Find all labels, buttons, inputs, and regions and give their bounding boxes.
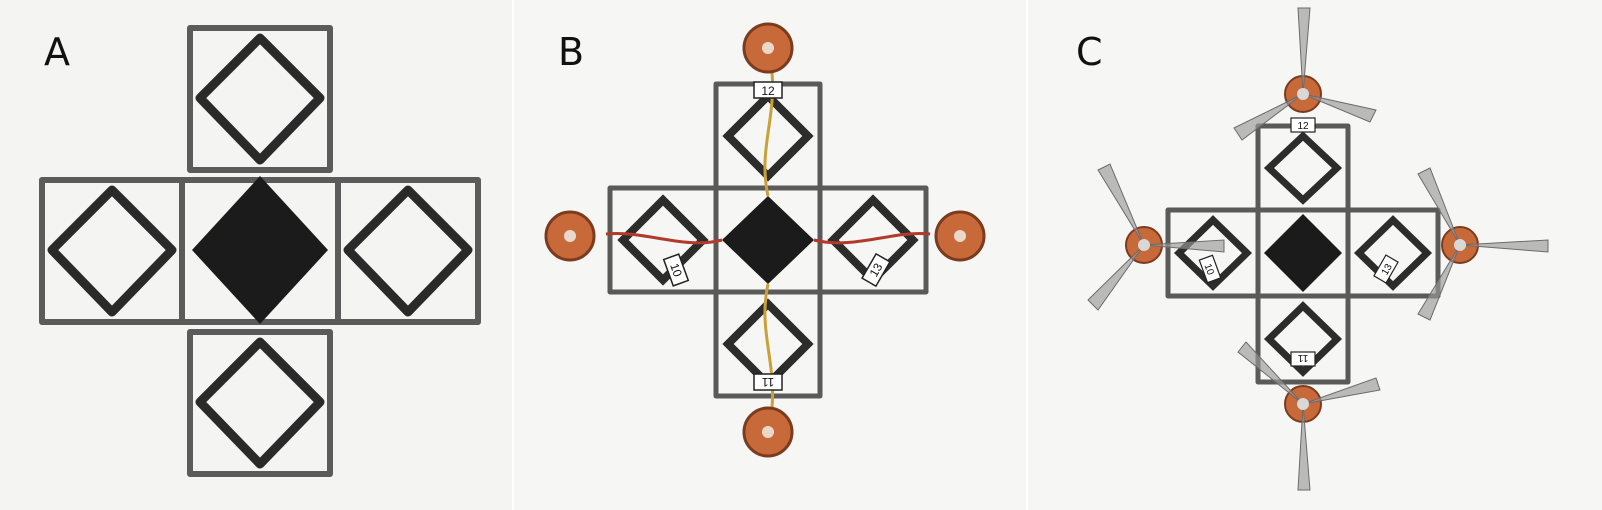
drone-frame-with-motors: 12 10 13 11 bbox=[544, 22, 986, 458]
panel-label-a: A bbox=[44, 30, 70, 74]
photo-frame-only bbox=[39, 25, 481, 477]
module-number-10: 10 bbox=[1202, 262, 1216, 277]
module-number-11: 11 bbox=[1297, 352, 1308, 363]
panel-label-b: B bbox=[558, 30, 585, 74]
module-number-12: 12 bbox=[761, 84, 775, 98]
module-number-11: 11 bbox=[761, 375, 774, 389]
panel-b: 12 10 13 11 B bbox=[514, 0, 1026, 510]
drone-with-propellers: 12 10 13 11 bbox=[1087, 7, 1549, 491]
module-number-13: 13 bbox=[867, 260, 886, 279]
panel-a: A bbox=[0, 0, 512, 510]
panel-label-c: C bbox=[1076, 30, 1103, 74]
module-number-10: 10 bbox=[667, 261, 685, 279]
panel-c: 12 10 13 11 C bbox=[1028, 0, 1602, 510]
module-number-13: 13 bbox=[1380, 262, 1395, 278]
module-number-12: 12 bbox=[1297, 121, 1309, 132]
